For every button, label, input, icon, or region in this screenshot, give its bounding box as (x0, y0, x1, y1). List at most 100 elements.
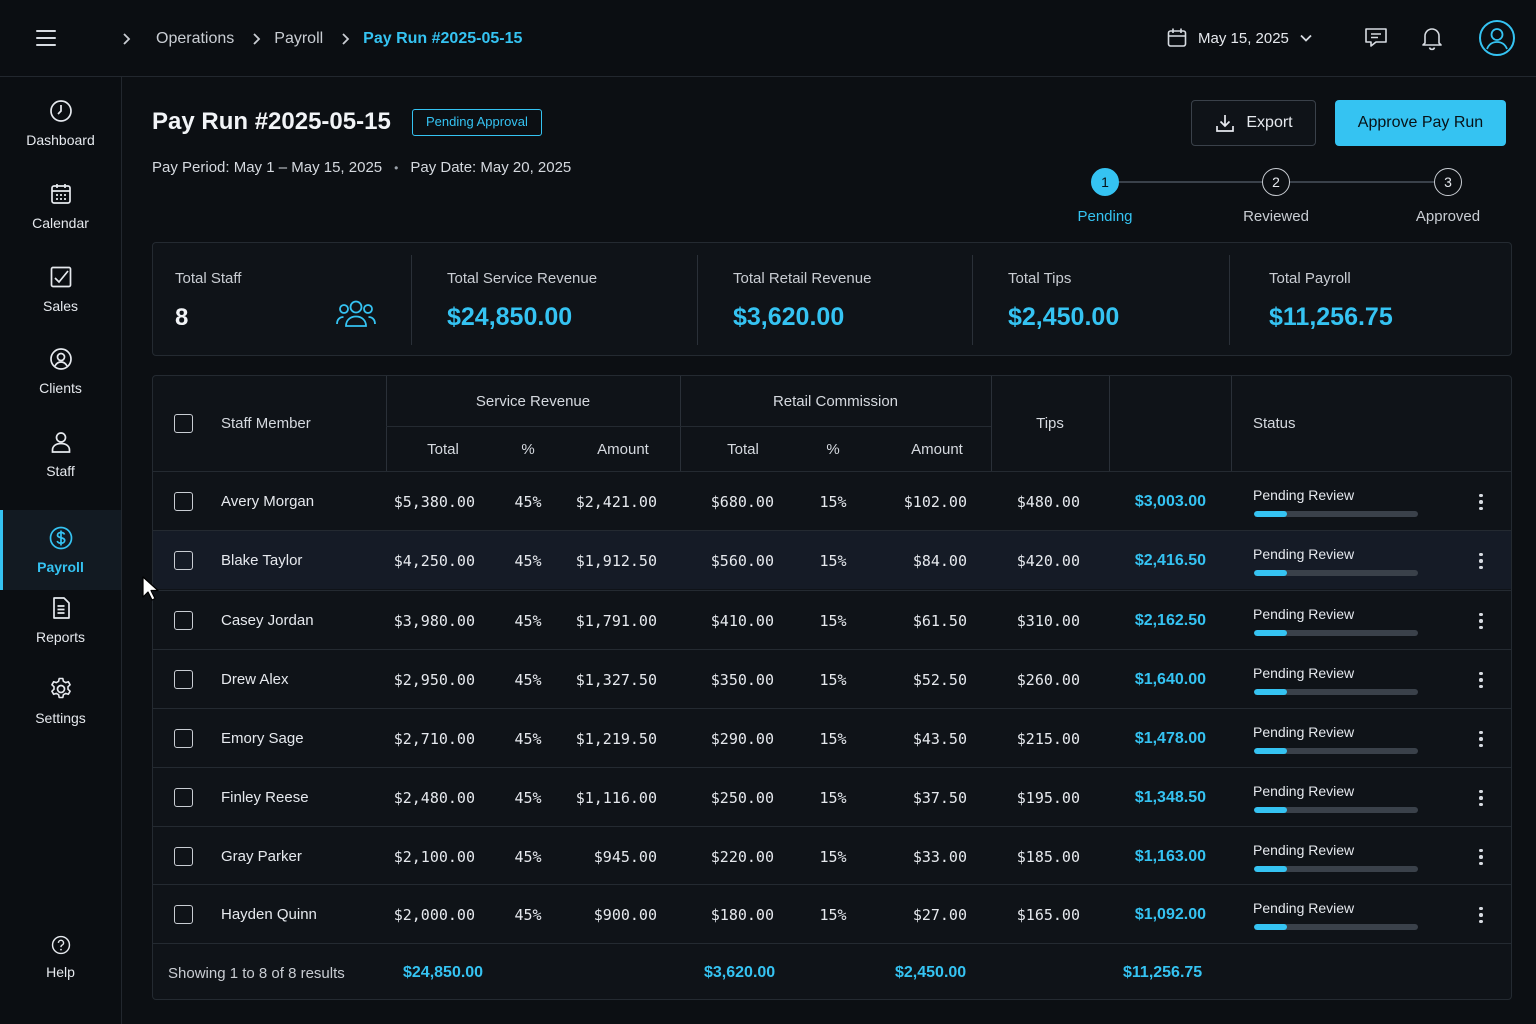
footer-retail-total: $3,620.00 (704, 964, 776, 981)
sidebar-item-clients[interactable]: Clients (0, 331, 121, 411)
row-actions-icon[interactable] (1471, 787, 1491, 809)
sidebar-item-staff[interactable]: Staff (0, 414, 121, 494)
client-icon (49, 348, 72, 370)
table-row[interactable]: Gray Parker $2,100.00 45% $945.00 $220.00 15%… (153, 826, 1511, 885)
bell-icon[interactable] (1418, 24, 1446, 52)
avatar[interactable] (1479, 20, 1515, 56)
row-actions-icon[interactable] (1471, 550, 1491, 572)
breadcrumb-current: Pay Run #2025-05-15 (363, 30, 523, 47)
column-header-staff: Staff Member (221, 415, 311, 432)
table-row[interactable]: Hayden Quinn $2,000.00 45% $900.00 $180.00 15… (153, 884, 1511, 943)
table-row[interactable]: Casey Jordan $3,980.00 45% $1,791.00 $410.00… (153, 590, 1511, 649)
row-checkbox[interactable] (174, 551, 193, 570)
hamburger-menu-icon[interactable] (36, 30, 56, 46)
tips-cell: $215.00 (1016, 729, 1080, 748)
sidebar: Dashboard Calendar Sales Clients Staff P… (0, 77, 122, 1024)
breadcrumb-payroll[interactable]: Payroll (274, 30, 324, 47)
total-pay-cell: $3,003.00 (1134, 492, 1206, 510)
step-1-label: Pending (1077, 208, 1133, 225)
column-header-retail-total: Total (727, 441, 759, 458)
column-header-service-amount: Amount (597, 441, 649, 458)
user-avatar-icon (1486, 28, 1508, 50)
retail-pct-cell: 15% (819, 670, 847, 689)
row-actions-icon[interactable] (1471, 904, 1491, 926)
service-amount-cell: $1,116.00 (575, 788, 657, 807)
service-pct-cell: 45% (514, 729, 542, 748)
row-checkbox[interactable] (174, 492, 193, 511)
total-staff-label: Total Staff (175, 270, 242, 287)
sidebar-item-payroll[interactable]: Payroll (0, 510, 121, 590)
sidebar-item-label: Settings (35, 710, 86, 726)
row-checkbox[interactable] (174, 905, 193, 924)
pay-period: Pay Period: May 1 – May 15, 2025 (152, 159, 383, 176)
progress-fill (1254, 807, 1287, 813)
pay-period-info: Pay Period: May 1 – May 15, 2025 • Pay D… (152, 159, 571, 176)
service-revenue-value: $24,850.00 (447, 303, 573, 331)
row-checkbox[interactable] (174, 611, 193, 630)
footer-service-total: $24,850.00 (403, 964, 484, 981)
column-header-status: Status (1253, 415, 1296, 432)
row-checkbox[interactable] (174, 729, 193, 748)
step-1-indicator: 1 (1091, 168, 1119, 196)
column-group-retail-commission: Retail Commission (772, 393, 899, 410)
tips-cell: $310.00 (1016, 611, 1080, 630)
row-checkbox[interactable] (174, 847, 193, 866)
sidebar-item-sales[interactable]: Sales (0, 249, 121, 329)
table-row[interactable]: Blake Taylor $4,250.00 45% $1,912.50 $560.00… (153, 530, 1511, 589)
row-actions-icon[interactable] (1471, 491, 1491, 513)
table-row[interactable]: Drew Alex $2,950.00 45% $1,327.50 $350.00 15%… (153, 649, 1511, 708)
help-icon (51, 935, 70, 955)
select-all-checkbox[interactable] (174, 414, 193, 433)
breadcrumb-operations[interactable]: Operations (156, 30, 235, 47)
sidebar-item-calendar[interactable]: Calendar (0, 166, 121, 246)
sidebar-item-settings[interactable]: Settings (0, 661, 121, 741)
page-title: Pay Run #2025-05-15 (152, 108, 391, 135)
total-payroll-label: Total Payroll (1269, 270, 1351, 287)
staff-name: Casey Jordan (221, 612, 314, 629)
header-divider (386, 426, 991, 427)
step-2-indicator: 2 (1262, 168, 1290, 196)
sidebar-item-dashboard[interactable]: Dashboard (0, 83, 121, 163)
pay-date: Pay Date: May 20, 2025 (410, 159, 572, 176)
service-total-cell: $4,250.00 (393, 551, 475, 570)
date-picker[interactable]: May 15, 2025 (1166, 27, 1313, 49)
row-actions-icon[interactable] (1471, 846, 1491, 868)
table-row[interactable]: Emory Sage $2,710.00 45% $1,219.50 $290.00 15… (153, 708, 1511, 767)
chevron-right-icon (122, 32, 132, 46)
chat-icon[interactable] (1362, 24, 1390, 52)
payroll-table: Staff Member Service Revenue Retail Comm… (152, 375, 1512, 1000)
export-button[interactable]: Export (1191, 100, 1316, 146)
row-checkbox[interactable] (174, 670, 193, 689)
status-label: Pending Review (1253, 606, 1355, 622)
progress-fill (1254, 924, 1287, 930)
footer-divider (153, 943, 1511, 944)
table-row[interactable]: Finley Reese $2,480.00 45% $1,116.00 $250.00… (153, 767, 1511, 826)
sidebar-item-help[interactable]: Help (0, 922, 121, 992)
row-actions-icon[interactable] (1471, 610, 1491, 632)
table-row[interactable]: Avery Morgan $5,380.00 45% $2,421.00 $680.00… (153, 471, 1511, 530)
row-actions-icon[interactable] (1471, 669, 1491, 691)
progress-fill (1254, 748, 1287, 754)
clock-icon (49, 100, 72, 122)
service-pct-cell: 45% (514, 788, 542, 807)
row-actions-icon[interactable] (1471, 728, 1491, 750)
retail-pct-cell: 15% (819, 847, 847, 866)
retail-revenue-label: Total Retail Revenue (733, 270, 872, 287)
retail-pct-cell: 15% (819, 611, 847, 630)
stepper-connector (1290, 181, 1434, 183)
approve-pay-run-button[interactable]: Approve Pay Run (1335, 100, 1506, 146)
row-checkbox[interactable] (174, 788, 193, 807)
retail-pct-cell: 15% (819, 492, 847, 511)
column-header-tips-label: Tips (1036, 415, 1064, 432)
staff-name: Finley Reese (221, 789, 309, 806)
status-label: Pending Review (1253, 842, 1355, 858)
column-group-service-revenue: Service Revenue (475, 393, 591, 410)
tips-cell: $195.00 (1016, 788, 1080, 807)
service-pct-cell: 45% (514, 492, 542, 511)
review-progress-bar (1254, 570, 1418, 576)
sidebar-item-reports[interactable]: Reports (0, 580, 121, 660)
total-tips-value: $2,450.00 (1008, 303, 1120, 331)
retail-amount-cell: $27.00 (912, 905, 967, 924)
stepper-connector (1118, 181, 1262, 183)
breadcrumb: Operations Payroll Pay Run #2025-05-15 (122, 28, 522, 50)
